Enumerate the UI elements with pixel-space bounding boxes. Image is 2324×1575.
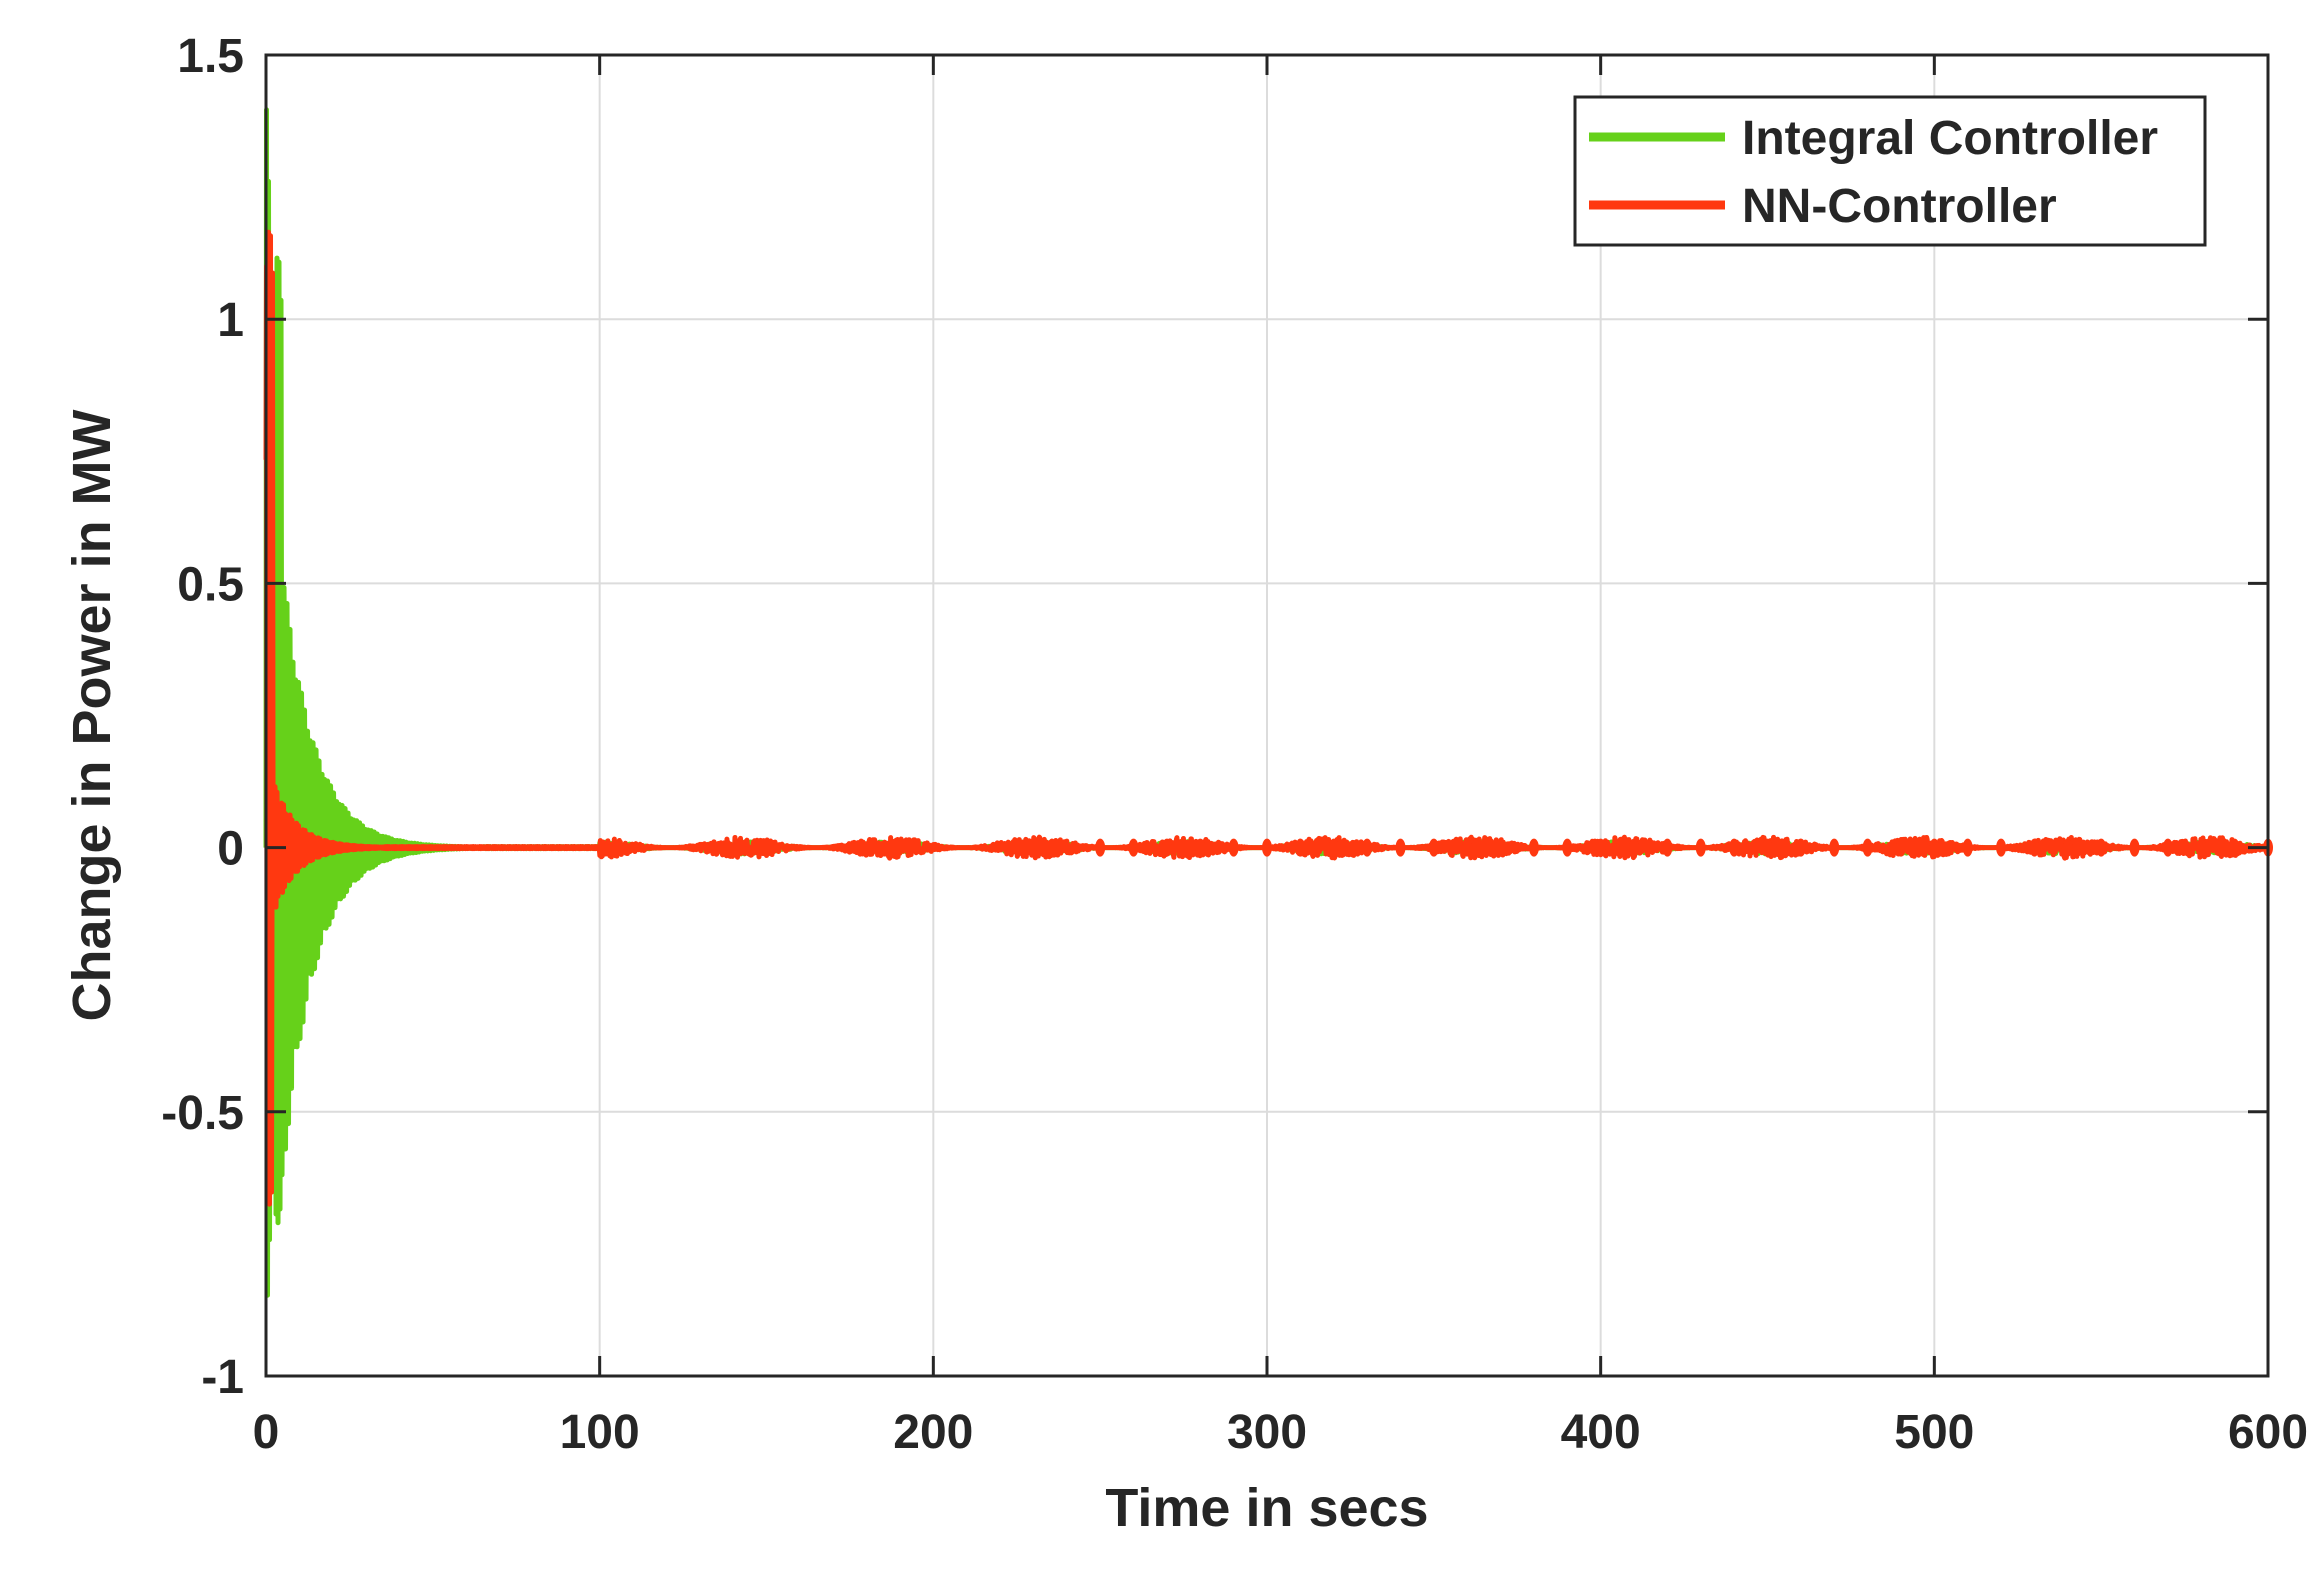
- y-tick-label: 1: [217, 294, 244, 347]
- x-tick-label: 0: [253, 1406, 280, 1459]
- x-axis-label: Time in secs: [1105, 1478, 1428, 1538]
- ripple-mark: [1195, 838, 1206, 857]
- ripple-mark: [1695, 838, 1706, 857]
- ripple-mark: [1362, 838, 1373, 857]
- ripple-mark: [1895, 838, 1906, 857]
- ripple-mark: [1495, 838, 1506, 857]
- ripple-mark: [1662, 838, 1673, 857]
- ripple-mark: [1929, 838, 1940, 857]
- ripple-mark: [1729, 838, 1740, 857]
- ripple-mark: [2029, 838, 2040, 857]
- ripple-mark: [1228, 838, 1239, 857]
- ripple-mark: [1395, 838, 1406, 857]
- x-tick-label: 500: [1894, 1406, 1974, 1459]
- ripple-mark: [2129, 838, 2140, 857]
- ripple-mark: [1161, 838, 1172, 857]
- ripple-mark: [2229, 838, 2240, 857]
- ripple-mark: [1428, 838, 1439, 857]
- ripple-mark: [1128, 838, 1139, 857]
- ripple-mark: [1262, 838, 1272, 857]
- ripple-mark: [1562, 838, 1573, 857]
- y-tick-label: 0.5: [177, 558, 244, 611]
- legend-label: NN-Controller: [1742, 180, 2057, 233]
- x-tick-label: 600: [2228, 1406, 2308, 1459]
- y-tick-label: 0: [217, 823, 244, 876]
- ripple-mark: [1996, 838, 2007, 857]
- tick-labels: 0 100 200 300 400 500 600 -1 -0.5 0 0.5 1 1.5: [161, 30, 2308, 1459]
- ripple-mark: [1862, 838, 1873, 857]
- x-tick-label: 100: [560, 1406, 640, 1459]
- ripple-mark: [1328, 838, 1339, 857]
- ripple-mark: [2096, 838, 2107, 857]
- ripple-mark: [1829, 838, 1840, 857]
- ripple-mark: [2196, 838, 2207, 857]
- ripple-mark: [2162, 838, 2173, 857]
- ticks: [264, 53, 2270, 1378]
- ripple-mark: [2062, 838, 2073, 857]
- ripple-mark: [1528, 838, 1539, 857]
- legend-label: Integral Controller: [1742, 112, 2158, 165]
- ripple-mark: [1962, 838, 1973, 857]
- y-tick-label: 1.5: [177, 30, 244, 83]
- x-tick-label: 300: [1227, 1406, 1307, 1459]
- ripple-mark: [1762, 838, 1773, 857]
- nn-ripple-marks: [1095, 838, 2273, 857]
- ripple-mark: [1629, 838, 1640, 857]
- y-axis-label: Change in Power in MW: [62, 409, 122, 1021]
- x-tick-label: 200: [893, 1406, 973, 1459]
- ripple-mark: [1295, 838, 1306, 857]
- y-tick-label: -0.5: [161, 1087, 244, 1140]
- ripple-mark: [1795, 838, 1806, 857]
- legend-box: [1573, 95, 2207, 247]
- ripple-mark: [1095, 838, 1106, 857]
- x-tick-label: 400: [1561, 1406, 1641, 1459]
- series-group: [263, 107, 2273, 1298]
- ripple-mark: [1595, 838, 1606, 857]
- legend: Integral Controller NN-Controller: [1573, 95, 2207, 247]
- ripple-mark: [1462, 838, 1473, 857]
- y-tick-label: -1: [201, 1351, 244, 1404]
